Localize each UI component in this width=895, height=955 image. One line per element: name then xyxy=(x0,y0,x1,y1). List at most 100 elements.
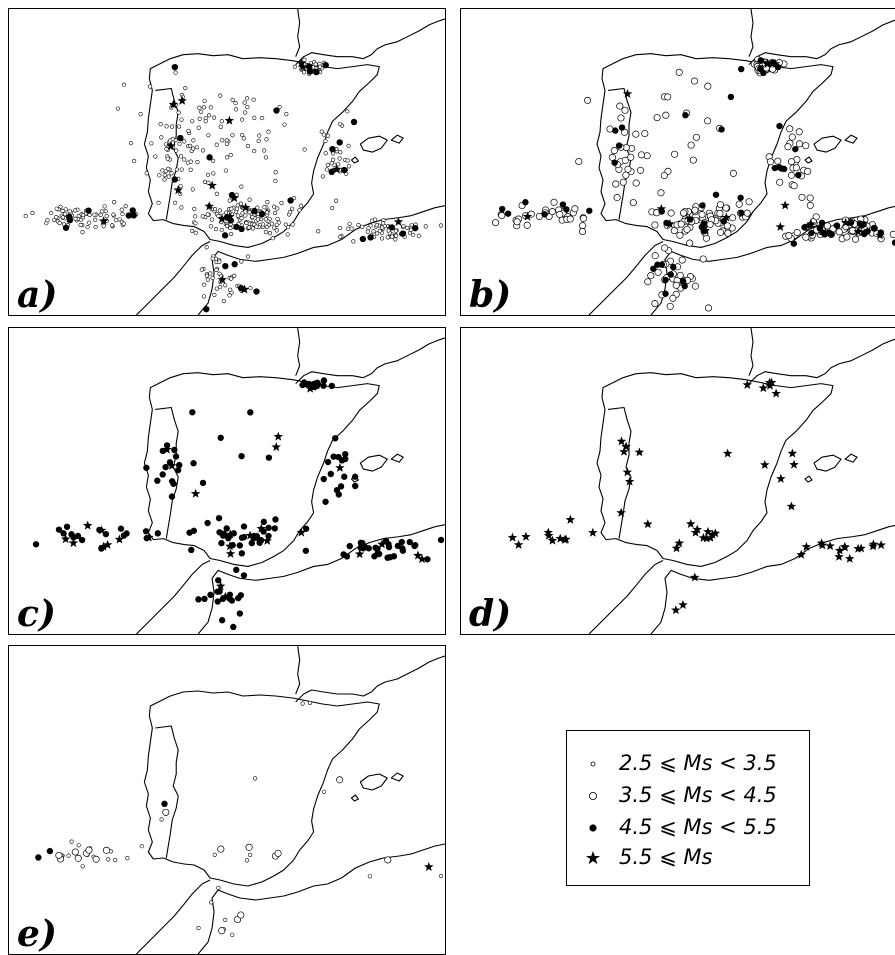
earthquake-small-open-circle xyxy=(169,171,174,176)
earthquake-filled-circle xyxy=(32,541,40,548)
legend-label: 3.5 ⩽ Ms < 4.5 xyxy=(619,783,777,807)
earthquake-small-open-circle xyxy=(157,173,162,178)
earthquake-star-marker xyxy=(690,572,700,582)
earthquake-filled-circle xyxy=(795,171,802,179)
earthquake-small-open-circle xyxy=(206,113,212,118)
earthquake-large-open-circle xyxy=(795,140,804,148)
earthquake-small-open-circle xyxy=(264,137,269,142)
earthquake-small-open-circle xyxy=(225,155,230,160)
earthquake-large-open-circle xyxy=(793,229,801,237)
earthquake-large-open-circle xyxy=(661,244,669,252)
coastline xyxy=(295,328,301,376)
earthquake-filled-circle xyxy=(195,596,202,603)
earthquake-filled-circle xyxy=(399,230,406,237)
earthquake-small-open-circle xyxy=(269,221,274,226)
earthquake-filled-circle xyxy=(412,224,419,232)
earthquake-small-open-circle xyxy=(390,234,395,239)
earthquake-large-open-circle xyxy=(566,215,574,223)
earthquake-small-open-circle xyxy=(346,226,351,231)
earthquake-filled-circle xyxy=(662,290,669,297)
earthquake-star-marker xyxy=(162,444,172,454)
coastline xyxy=(143,53,380,248)
earthquake-large-open-circle xyxy=(792,164,800,172)
earthquake-small-open-circle xyxy=(235,213,241,218)
earthquake-small-open-circle xyxy=(119,207,124,212)
earthquake-star-marker xyxy=(335,462,345,472)
earthquake-small-open-circle xyxy=(197,116,202,121)
earthquake-small-open-circle xyxy=(190,146,196,151)
coastline xyxy=(295,18,445,66)
earthquake-small-open-circle xyxy=(242,100,247,105)
earthquake-large-open-circle xyxy=(743,209,751,217)
earthquake-small-open-circle xyxy=(285,232,290,237)
earthquake-large-open-circle xyxy=(745,198,753,206)
earthquake-filled-circle xyxy=(258,210,266,218)
earthquake-large-open-circle xyxy=(787,158,796,166)
earthquake-star-marker xyxy=(742,379,752,389)
earthquake-small-open-circle xyxy=(193,214,198,219)
earthquake-small-open-circle xyxy=(245,858,250,863)
earthquake-small-open-circle xyxy=(182,139,187,144)
earthquake-star-marker xyxy=(273,431,284,441)
earthquake-star-marker xyxy=(305,383,315,393)
earthquake-small-open-circle xyxy=(273,170,278,175)
earthquake-small-open-circle xyxy=(214,286,219,291)
earthquake-large-open-circle xyxy=(632,130,640,138)
coastline xyxy=(804,475,813,483)
earthquake-small-open-circle xyxy=(423,224,428,229)
earthquake-large-open-circle xyxy=(492,219,500,227)
earthquake-small-open-circle xyxy=(239,216,244,221)
earthquake-star-marker xyxy=(60,534,71,544)
earthquake-small-open-circle xyxy=(323,138,328,144)
earthquake-large-open-circle xyxy=(548,208,556,216)
earthquake-small-open-circle xyxy=(128,141,134,146)
earthquake-small-open-circle xyxy=(219,227,224,233)
earthquake-small-open-circle xyxy=(49,210,54,216)
earthquake-small-open-circle xyxy=(299,203,304,208)
earthquake-filled-circle xyxy=(220,530,227,538)
earthquake-large-open-circle xyxy=(664,93,672,101)
earthquake-star-marker xyxy=(703,526,713,536)
earthquake-filled-circle xyxy=(541,211,548,218)
earthquake-small-open-circle xyxy=(277,104,282,110)
earthquake-small-open-circle xyxy=(367,874,372,879)
earthquake-large-open-circle xyxy=(651,221,659,229)
earthquake-small-open-circle xyxy=(248,285,253,291)
earthquake-filled-circle xyxy=(162,463,169,471)
panel-label-d: d) xyxy=(469,593,512,635)
earthquake-filled-circle xyxy=(332,435,339,442)
coastline xyxy=(350,156,359,164)
earthquake-star-marker xyxy=(678,599,688,609)
earthquake-filled-circle xyxy=(214,598,221,605)
earthquake-large-open-circle xyxy=(636,166,645,174)
earthquake-small-open-circle xyxy=(57,220,62,226)
earthquake-filled-circle xyxy=(287,197,294,204)
earthquake-filled-circle xyxy=(237,592,245,599)
map-panel-c: c) xyxy=(8,327,446,635)
earthquake-filled-circle xyxy=(808,229,815,237)
earthquake-filled-circle xyxy=(238,550,246,557)
earthquake-star-marker xyxy=(845,553,855,563)
earthquake-filled-circle xyxy=(207,591,214,599)
earthquake-filled-circle xyxy=(215,514,223,522)
earthquake-small-open-circle xyxy=(227,293,232,298)
earthquake-star-marker xyxy=(619,446,629,456)
earthquake-small-open-circle xyxy=(228,231,234,237)
earthquake-filled-circle xyxy=(168,478,176,485)
earthquake-small-open-circle xyxy=(307,700,313,706)
coastline xyxy=(295,646,301,695)
earthquake-filled-circle xyxy=(238,225,245,233)
earthquake-filled-circle xyxy=(62,224,70,231)
earthquake-small-open-circle xyxy=(228,152,233,158)
earthquake-star-marker xyxy=(271,442,281,452)
earthquake-small-open-circle xyxy=(250,215,255,220)
earthquake-small-open-circle xyxy=(125,856,130,861)
earthquake-large-open-circle xyxy=(666,302,674,310)
earthquake-small-open-circle xyxy=(111,212,116,217)
earthquake-filled-circle xyxy=(253,534,260,541)
earthquake-small-open-circle xyxy=(206,133,211,138)
earthquake-small-open-circle xyxy=(144,171,149,176)
earthquake-small-open-circle xyxy=(223,168,228,173)
earthquake-small-open-circle xyxy=(163,142,168,147)
earthquake-filled-circle xyxy=(871,224,878,232)
